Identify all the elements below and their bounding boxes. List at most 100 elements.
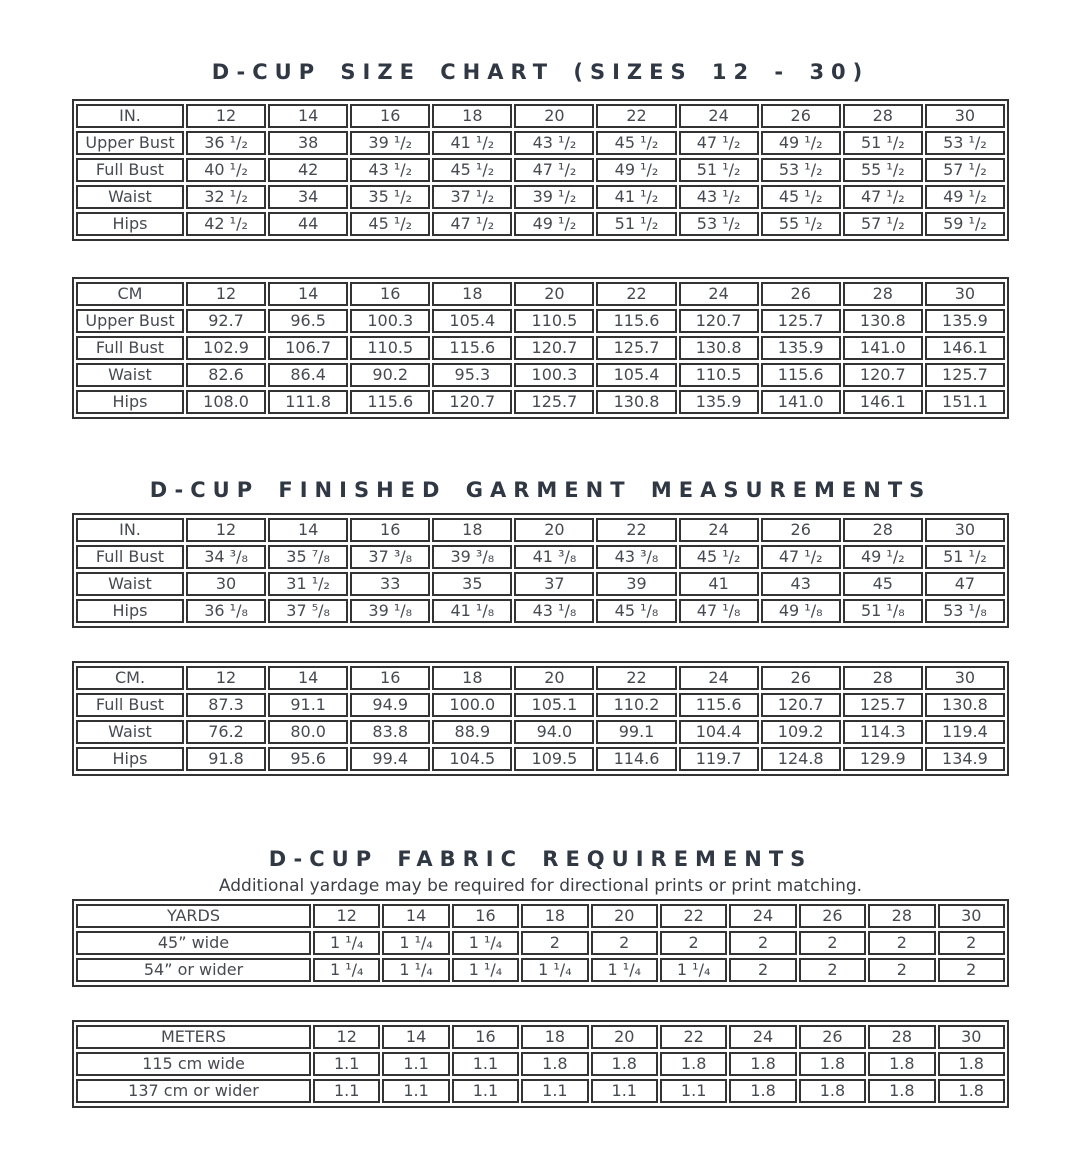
size-column-header: 28 [842, 666, 923, 690]
value-cell: 45 ¹/₂ [350, 212, 431, 236]
table-row: Upper Bust 36 ¹/₂ 38 39 ¹/₂ 41 ¹/₂ 43 ¹/₂ 45 ¹… [76, 131, 1005, 155]
size-column-header: 26 [760, 518, 841, 542]
unit-header-cell: METERS [76, 1025, 311, 1049]
table-row: Hips 42 ¹/₂ 44 45 ¹/₂ 47 ¹/₂ 49 ¹/₂ 51 ¹/₂ 53 ¹… [76, 212, 1005, 236]
value-cell: 102.9 [186, 336, 267, 360]
finished-garment-title: D-CUP FINISHED GARMENT MEASUREMENTS [149, 478, 932, 502]
row-label: Upper Bust [76, 309, 184, 333]
header-row: CM. 12 14 16 18 20 22 24 26 28 30 [76, 666, 1005, 690]
value-cell: 57 ¹/₂ [842, 212, 923, 236]
size-column-header: 26 [760, 282, 841, 306]
value-cell: 120.7 [432, 390, 513, 414]
value-cell: 53 ¹/₂ [924, 131, 1005, 155]
value-cell: 125.7 [842, 693, 923, 717]
value-cell: 43 ¹/₂ [514, 131, 595, 155]
value-cell: 104.5 [432, 747, 513, 771]
value-cell: 2 [590, 931, 658, 955]
value-cell: 36 ¹/₈ [186, 599, 267, 623]
value-cell: 114.3 [842, 720, 923, 744]
value-cell: 87.3 [186, 693, 267, 717]
value-cell: 1.8 [729, 1052, 797, 1076]
value-cell: 1 ¹/₄ [451, 958, 520, 982]
value-cell: 37 ³/₈ [350, 545, 431, 569]
header-row: METERS 12 14 16 18 20 22 24 26 28 30 [76, 1025, 1005, 1049]
size-column-header: 14 [268, 518, 349, 542]
value-cell: 1.8 [590, 1052, 658, 1076]
value-cell: 37 [514, 572, 595, 596]
value-cell: 49 ¹/₂ [924, 185, 1005, 209]
value-cell: 1 ¹/₄ [382, 931, 450, 955]
value-cell: 2 [798, 931, 867, 955]
value-cell: 115.6 [678, 693, 759, 717]
value-cell: 130.8 [596, 390, 677, 414]
row-label: Hips [76, 747, 184, 771]
value-cell: 49 ¹/₂ [842, 545, 923, 569]
value-cell: 125.7 [924, 363, 1005, 387]
size-column-header: 16 [350, 518, 431, 542]
value-cell: 39 [596, 572, 677, 596]
value-cell: 51 ¹/₂ [678, 158, 759, 182]
size-column-header: 22 [659, 1025, 728, 1049]
value-cell: 41 ¹/₂ [432, 131, 513, 155]
table-row: Hips 91.8 95.6 99.4 104.5 109.5 114.6 119.7 124.… [76, 747, 1005, 771]
value-cell: 1.8 [659, 1052, 728, 1076]
value-cell: 92.7 [186, 309, 267, 333]
value-cell: 40 ¹/₂ [186, 158, 267, 182]
fabric-requirements-title: D-CUP FABRIC REQUIREMENTS [268, 847, 813, 871]
value-cell: 32 ¹/₂ [186, 185, 267, 209]
value-cell: 2 [729, 931, 797, 955]
value-cell: 45 ¹/₂ [596, 131, 677, 155]
value-cell: 86.4 [268, 363, 349, 387]
size-column-header: 26 [760, 666, 841, 690]
value-cell: 146.1 [924, 336, 1005, 360]
size-column-header: 14 [268, 282, 349, 306]
value-cell: 130.8 [678, 336, 759, 360]
size-column-header: 14 [268, 666, 349, 690]
body-measurements-inches-table: IN. 12 14 16 18 20 22 24 26 28 30 Upper Bust 36 ¹/₂ 3… [72, 99, 1009, 241]
value-cell: 120.7 [514, 336, 595, 360]
value-cell: 135.9 [760, 336, 841, 360]
value-cell: 91.1 [268, 693, 349, 717]
value-cell: 1 ¹/₄ [451, 931, 520, 955]
value-cell: 45 [842, 572, 923, 596]
row-label: 137 cm or wider [76, 1079, 311, 1103]
value-cell: 41 [678, 572, 759, 596]
value-cell: 110.2 [596, 693, 677, 717]
value-cell: 80.0 [268, 720, 349, 744]
value-cell: 130.8 [842, 309, 923, 333]
value-cell: 135.9 [924, 309, 1005, 333]
value-cell: 51 ¹/₂ [596, 212, 677, 236]
value-cell: 94.9 [350, 693, 431, 717]
value-cell: 1.8 [729, 1079, 797, 1103]
value-cell: 42 [268, 158, 349, 182]
table-row: Hips 36 ¹/₈ 37 ⁵/₈ 39 ¹/₈ 41 ¹/₈ 43 ¹/₈ 45 ¹/₈… [76, 599, 1005, 623]
row-label: Waist [76, 363, 184, 387]
value-cell: 39 ³/₈ [432, 545, 513, 569]
value-cell: 39 ¹/₂ [350, 131, 431, 155]
value-cell: 134.9 [924, 747, 1005, 771]
table-row: 115 cm wide 1.1 1.1 1.1 1.8 1.8 1.8 1.8 1.8 1.8 1.… [76, 1052, 1005, 1076]
value-cell: 53 ¹/₂ [678, 212, 759, 236]
value-cell: 1 ¹/₄ [313, 958, 381, 982]
value-cell: 55 ¹/₂ [842, 158, 923, 182]
row-label: Waist [76, 185, 184, 209]
value-cell: 36 ¹/₂ [186, 131, 267, 155]
size-column-header: 26 [798, 904, 867, 928]
value-cell: 53 ¹/₂ [760, 158, 841, 182]
value-cell: 47 ¹/₈ [678, 599, 759, 623]
value-cell: 1.1 [382, 1052, 450, 1076]
size-column-header: 12 [186, 282, 267, 306]
value-cell: 105.4 [432, 309, 513, 333]
value-cell: 47 ¹/₂ [842, 185, 923, 209]
size-column-header: 16 [451, 904, 520, 928]
row-label: Waist [76, 572, 184, 596]
value-cell: 49 ¹/₂ [596, 158, 677, 182]
value-cell: 45 ¹/₂ [678, 545, 759, 569]
size-column-header: 20 [590, 1025, 658, 1049]
value-cell: 47 ¹/₂ [432, 212, 513, 236]
value-cell: 109.2 [760, 720, 841, 744]
size-column-header: 24 [678, 666, 759, 690]
value-cell: 111.8 [268, 390, 349, 414]
size-column-header: 16 [451, 1025, 520, 1049]
value-cell: 115.6 [760, 363, 841, 387]
